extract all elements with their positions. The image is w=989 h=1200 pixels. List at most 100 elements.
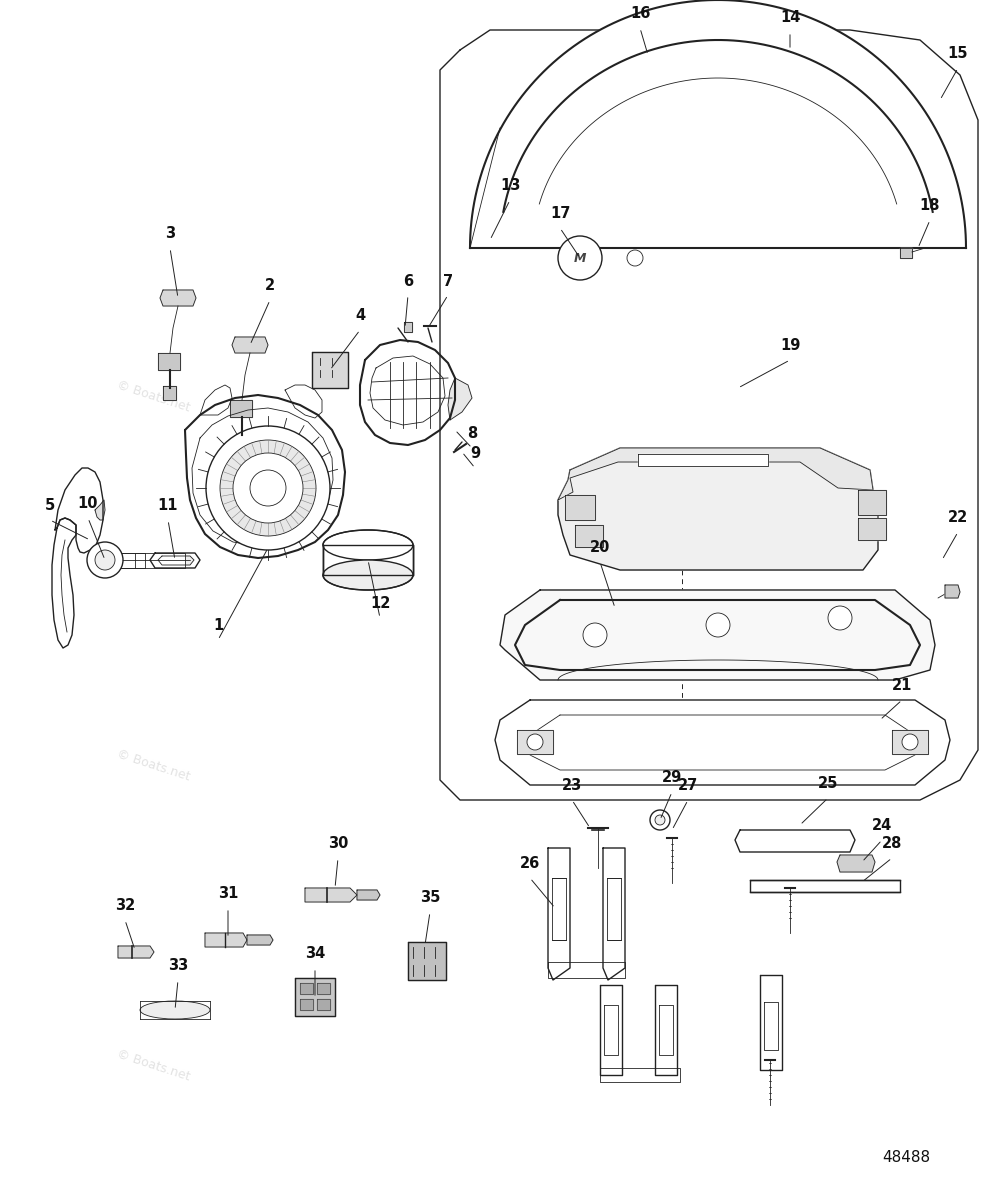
Polygon shape [607, 878, 621, 940]
Circle shape [655, 815, 665, 826]
Polygon shape [300, 998, 313, 1010]
Text: 16: 16 [630, 6, 650, 22]
Text: 9: 9 [470, 446, 480, 462]
Polygon shape [892, 730, 928, 754]
Polygon shape [158, 353, 180, 370]
Polygon shape [750, 880, 900, 892]
Polygon shape [323, 545, 413, 575]
Circle shape [95, 550, 115, 570]
Text: 26: 26 [520, 857, 540, 871]
Polygon shape [105, 553, 185, 568]
Polygon shape [440, 30, 978, 800]
Circle shape [828, 606, 852, 630]
Text: 17: 17 [550, 206, 571, 222]
Text: 8: 8 [467, 426, 477, 442]
Text: 20: 20 [589, 540, 610, 556]
Text: 22: 22 [947, 510, 968, 526]
Polygon shape [360, 340, 455, 445]
Circle shape [706, 613, 730, 637]
Polygon shape [600, 985, 622, 1075]
Polygon shape [517, 730, 553, 754]
Text: 23: 23 [562, 779, 583, 793]
Ellipse shape [323, 530, 413, 560]
Text: 24: 24 [872, 818, 892, 834]
Text: 19: 19 [779, 338, 800, 354]
Circle shape [87, 542, 123, 578]
Text: 18: 18 [920, 198, 941, 214]
Polygon shape [160, 290, 196, 306]
Circle shape [650, 810, 670, 830]
Polygon shape [530, 715, 915, 770]
Text: 29: 29 [662, 770, 682, 786]
Polygon shape [500, 590, 935, 680]
Polygon shape [285, 385, 322, 418]
Polygon shape [295, 978, 335, 1016]
Text: 6: 6 [403, 274, 413, 288]
Ellipse shape [140, 1001, 210, 1019]
Text: 7: 7 [443, 274, 453, 288]
Polygon shape [230, 400, 252, 416]
Polygon shape [404, 322, 412, 332]
Polygon shape [357, 890, 380, 900]
Text: © Boats.net: © Boats.net [115, 1048, 192, 1084]
Circle shape [558, 236, 602, 280]
Text: 1: 1 [213, 618, 224, 634]
Text: 11: 11 [158, 498, 178, 514]
Polygon shape [760, 974, 782, 1070]
Polygon shape [858, 490, 886, 515]
Polygon shape [185, 395, 345, 558]
Polygon shape [105, 553, 145, 568]
Polygon shape [300, 983, 313, 994]
Circle shape [250, 470, 286, 506]
Text: 2: 2 [265, 278, 275, 294]
Polygon shape [604, 1006, 618, 1055]
Polygon shape [205, 934, 247, 947]
Text: 10: 10 [78, 497, 98, 511]
Polygon shape [247, 935, 273, 946]
Text: 27: 27 [677, 779, 698, 793]
Circle shape [527, 734, 543, 750]
Circle shape [583, 623, 607, 647]
Polygon shape [158, 556, 194, 565]
Text: 21: 21 [892, 678, 912, 694]
Polygon shape [735, 830, 855, 852]
Text: 14: 14 [779, 11, 800, 25]
Text: 33: 33 [168, 959, 188, 973]
Polygon shape [858, 518, 886, 540]
Polygon shape [150, 553, 200, 568]
Polygon shape [558, 448, 878, 570]
Text: 25: 25 [818, 776, 839, 792]
Polygon shape [323, 545, 413, 575]
Text: © Boats.net: © Boats.net [115, 748, 192, 784]
Text: 4: 4 [355, 308, 365, 324]
Text: 48488: 48488 [882, 1150, 930, 1165]
Text: 13: 13 [499, 179, 520, 193]
Text: 31: 31 [218, 887, 238, 901]
Polygon shape [552, 878, 566, 940]
Polygon shape [317, 983, 330, 994]
Polygon shape [495, 700, 950, 785]
Polygon shape [200, 385, 232, 415]
Polygon shape [317, 998, 330, 1010]
Polygon shape [764, 1002, 778, 1050]
Text: © Boats.net: © Boats.net [555, 748, 632, 784]
Polygon shape [305, 888, 357, 902]
Polygon shape [312, 352, 348, 388]
Polygon shape [655, 985, 677, 1075]
Circle shape [902, 734, 918, 750]
Text: 12: 12 [370, 596, 391, 612]
Polygon shape [558, 448, 873, 500]
Polygon shape [900, 248, 912, 258]
Polygon shape [600, 1068, 680, 1082]
Text: 15: 15 [947, 47, 968, 61]
Text: 32: 32 [115, 899, 135, 913]
Circle shape [206, 426, 330, 550]
Text: 34: 34 [305, 947, 325, 961]
Text: 35: 35 [419, 890, 440, 906]
Polygon shape [118, 946, 154, 958]
Polygon shape [945, 584, 960, 598]
Polygon shape [548, 848, 570, 980]
Polygon shape [448, 378, 472, 420]
Ellipse shape [323, 560, 413, 590]
Text: 3: 3 [165, 227, 175, 241]
